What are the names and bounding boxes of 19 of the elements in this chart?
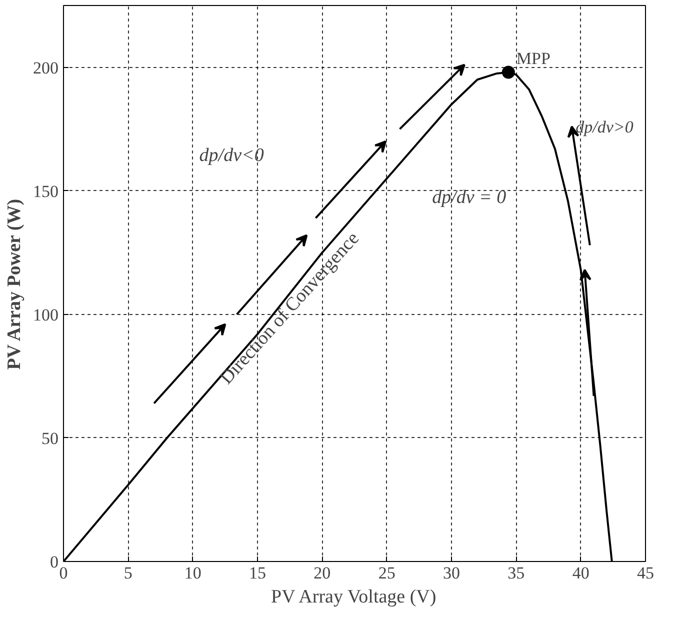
x-tick-label: 40 [572, 564, 590, 582]
x-tick-label: 30 [443, 564, 460, 582]
x-tick-label: 15 [249, 564, 266, 582]
x-tick-label: 5 [124, 564, 132, 582]
x-axis-title: PV Array Voltage (V) [271, 586, 436, 608]
y-tick-label: 200 [33, 58, 58, 78]
x-tick-label: 10 [184, 564, 202, 582]
x-tick-label: 25 [378, 564, 396, 582]
annotation: dp/dv = 0 [432, 187, 507, 208]
x-tick-label: 45 [637, 564, 654, 582]
y-axis-title: PV Array Power (W) [4, 198, 25, 370]
x-tick-label: 35 [508, 564, 525, 582]
y-tick-label: 100 [33, 305, 58, 324]
annotation: MPP [516, 49, 550, 68]
y-tick-label: 50 [42, 428, 58, 448]
annotation: dp/dv>0 [576, 117, 634, 136]
x-tick-label: 20 [314, 564, 331, 582]
annotation: dp/dv<0 [199, 145, 264, 166]
y-tick-label: 150 [33, 182, 58, 201]
